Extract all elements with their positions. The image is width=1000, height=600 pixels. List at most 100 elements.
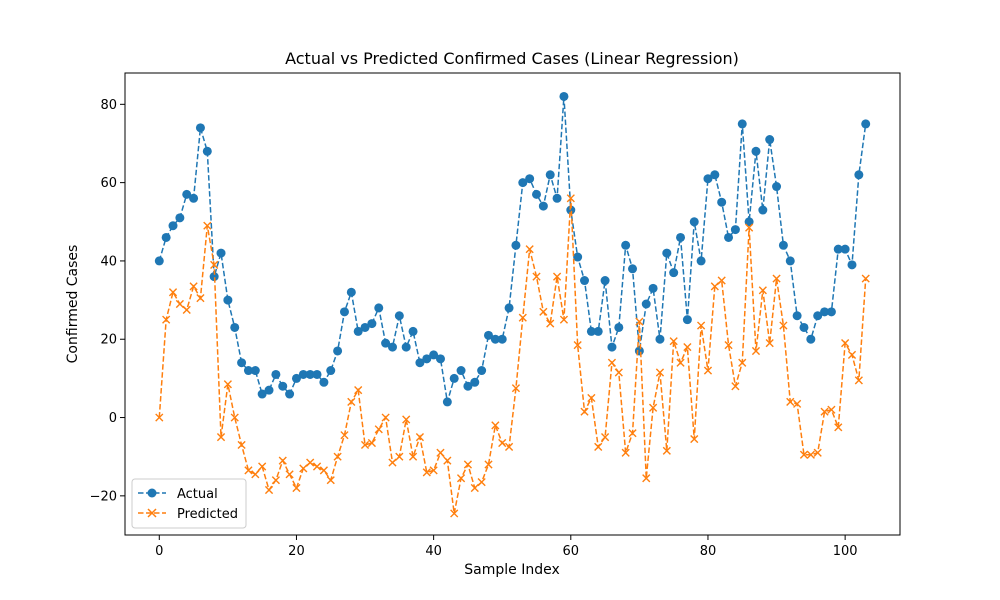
data-point-actual (264, 385, 274, 395)
data-point-actual (573, 252, 583, 262)
data-point-predicted (697, 321, 706, 330)
data-point-predicted (847, 350, 857, 359)
data-point-actual (833, 244, 843, 254)
data-point-predicted (854, 376, 863, 385)
data-point-actual (223, 295, 233, 305)
data-point-actual (518, 178, 528, 188)
data-point-actual (607, 342, 617, 352)
data-point-actual (772, 182, 782, 192)
data-point-predicted (511, 384, 521, 393)
data-point-predicted (340, 431, 349, 440)
data-point-actual (463, 381, 473, 391)
x-tick-label: 100 (833, 544, 858, 559)
data-point-actual (333, 346, 343, 356)
data-point-actual (765, 135, 775, 145)
x-tick-label: 60 (563, 544, 580, 559)
data-point-predicted (559, 315, 569, 324)
y-tick-label: −20 (90, 489, 117, 504)
data-point-predicted (683, 342, 692, 352)
data-point-actual (532, 189, 542, 199)
data-point-predicted (580, 407, 589, 416)
data-point-predicted (210, 260, 219, 269)
data-point-predicted (244, 466, 253, 475)
data-point-actual (237, 358, 247, 368)
data-point-predicted (367, 438, 376, 448)
data-point-predicted (779, 321, 788, 330)
data-point-predicted (456, 474, 466, 483)
data-point-actual (257, 389, 267, 399)
data-point-actual (676, 232, 686, 242)
data-point-actual (559, 91, 569, 101)
data-point-predicted (450, 509, 459, 518)
data-point-predicted (292, 483, 301, 493)
data-point-actual (662, 248, 672, 258)
data-point-predicted (662, 446, 671, 455)
data-point-actual (552, 193, 562, 203)
data-point-predicted (196, 294, 205, 303)
data-point-actual (456, 366, 466, 376)
chart-title: Actual vs Predicted Confirmed Cases (Lin… (285, 49, 739, 68)
data-point-predicted (251, 470, 260, 479)
data-point-actual (483, 330, 493, 340)
data-point-predicted (429, 466, 438, 475)
data-point-actual (367, 319, 377, 329)
data-point-predicted (841, 339, 850, 348)
data-point-actual (628, 264, 638, 274)
data-point-actual (703, 174, 713, 184)
data-point-predicted (155, 413, 164, 422)
data-point-predicted (258, 462, 267, 471)
legend-marker-predicted (147, 508, 157, 518)
data-point-actual (305, 369, 315, 379)
data-point-actual (250, 366, 260, 376)
data-point-actual (442, 397, 452, 407)
data-point-predicted (415, 433, 425, 442)
data-point-predicted (408, 452, 418, 461)
data-point-predicted (669, 337, 678, 346)
data-point-actual (669, 268, 679, 278)
data-point-predicted (758, 286, 767, 295)
x-tick-label: 40 (425, 544, 442, 559)
data-point-predicted (299, 464, 308, 473)
data-point-actual (792, 311, 802, 321)
plot-frame (124, 72, 901, 536)
data-point-predicted (751, 346, 761, 356)
data-point-predicted (587, 393, 596, 403)
data-point-actual (696, 256, 706, 266)
y-axis: −20 0 20 40 60 80 (90, 98, 125, 504)
x-axis-label: Sample Index (464, 562, 559, 578)
data-point-predicted (690, 434, 699, 444)
data-point-predicted (395, 452, 404, 461)
data-point-predicted (676, 358, 685, 367)
data-point-actual (717, 197, 727, 207)
series-line-predicted (158, 198, 867, 514)
data-point-predicted (223, 380, 232, 389)
data-point-predicted (786, 397, 795, 406)
series-line-actual (158, 96, 867, 403)
data-point-predicted (772, 274, 781, 283)
data-point-predicted (182, 305, 191, 314)
data-point-actual (806, 334, 816, 344)
data-point-actual (298, 369, 308, 379)
data-point-predicted (237, 440, 246, 450)
data-point-predicted (216, 433, 226, 442)
data-point-predicted (607, 358, 617, 367)
data-point-predicted (175, 299, 184, 309)
data-point-predicted (436, 448, 445, 457)
data-point-predicted (360, 440, 370, 450)
data-point-predicted (621, 448, 630, 457)
data-point-predicted (189, 282, 198, 291)
data-point-actual (209, 272, 219, 282)
data-point-actual (353, 326, 363, 336)
data-point-actual (682, 315, 692, 325)
data-point-predicted (162, 315, 171, 324)
x-tick-label: 0 (155, 544, 163, 559)
data-point-actual (360, 322, 370, 332)
data-point-actual (648, 283, 658, 293)
data-point-actual (621, 240, 631, 250)
data-point-predicted (532, 272, 541, 281)
data-point-actual (710, 170, 720, 180)
data-point-predicted (491, 421, 500, 430)
data-point-actual (600, 276, 610, 286)
data-point-actual (326, 366, 336, 376)
data-point-actual (271, 369, 281, 379)
